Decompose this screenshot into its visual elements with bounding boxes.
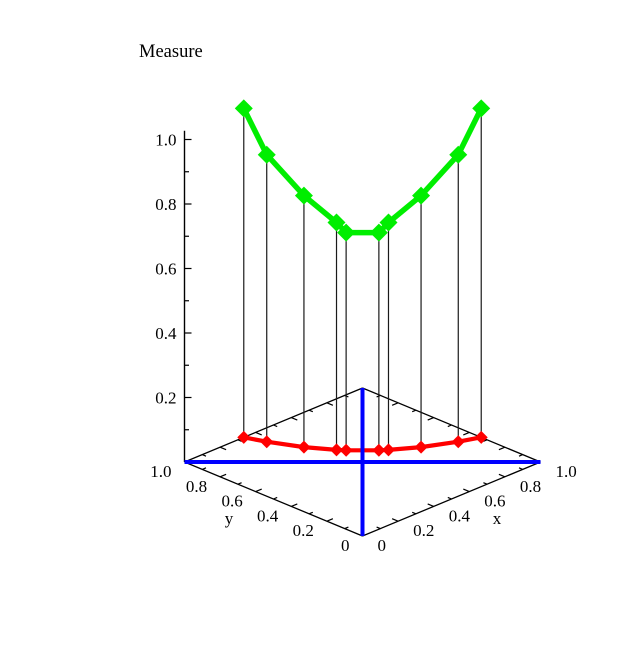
z-tick-label: 0.8 <box>155 195 176 214</box>
base-point-marker <box>451 435 465 449</box>
measure-curve <box>234 99 491 242</box>
measure-point-marker <box>337 223 356 242</box>
base-point-marker <box>339 443 353 457</box>
z-tick-label: 0.2 <box>155 389 176 408</box>
z-tick-label: 0.6 <box>155 260 176 279</box>
base-point-marker <box>372 443 386 457</box>
base-projection-curve <box>237 430 488 457</box>
base-point-marker <box>381 443 395 457</box>
drop-lines <box>243 108 482 451</box>
z-tick-label: 1.0 <box>155 131 176 150</box>
measure-point-marker <box>257 145 276 164</box>
base-point-marker <box>260 435 274 449</box>
x-axis-tick-labels: 0 0.2 0.4 0.6 0.8 1.0 <box>378 462 577 555</box>
measure-point-marker <box>294 186 313 205</box>
base-point-marker <box>297 440 311 454</box>
base-point-marker <box>474 430 488 444</box>
measure-point-marker <box>369 223 388 242</box>
z-axis: 0.2 0.4 0.6 0.8 1.0 <box>155 131 192 462</box>
y-axis-name: y <box>225 509 234 528</box>
z-tick-label: 0.4 <box>155 324 177 343</box>
measure-point-marker <box>412 186 431 205</box>
x-tick-label: 0.6 <box>484 492 505 511</box>
x-axis-name: x <box>493 509 502 528</box>
y-tick-label: 0.4 <box>257 506 279 525</box>
base-point-marker <box>414 440 428 454</box>
base-edge-ticks <box>202 394 523 530</box>
measure-point-marker <box>379 213 398 232</box>
y-tick-label: 1.0 <box>150 462 171 481</box>
y-tick-label: 0.8 <box>186 477 207 496</box>
measure-point-marker <box>449 145 468 164</box>
measure-line <box>241 107 484 236</box>
y-tick-label: 0 <box>341 536 350 555</box>
x-tick-label: 0.8 <box>520 477 541 496</box>
measure-point-marker <box>327 213 346 232</box>
x-tick-label: 0.2 <box>413 521 434 540</box>
plot-title: Measure <box>139 42 203 62</box>
y-axis-tick-labels: 0 0.2 0.4 0.6 0.8 1.0 <box>150 462 349 555</box>
y-tick-label: 0.2 <box>293 521 314 540</box>
measure-point-marker <box>472 99 491 118</box>
base-point-marker <box>237 430 251 444</box>
y-tick-label: 0.6 <box>221 492 242 511</box>
measure-point-marker <box>234 99 253 118</box>
base-diagonal-lines <box>184 388 541 536</box>
base-point-marker <box>330 443 344 457</box>
x-tick-label: 0 <box>378 536 387 555</box>
x-tick-label: 0.4 <box>449 506 471 525</box>
x-tick-label: 1.0 <box>556 462 577 481</box>
